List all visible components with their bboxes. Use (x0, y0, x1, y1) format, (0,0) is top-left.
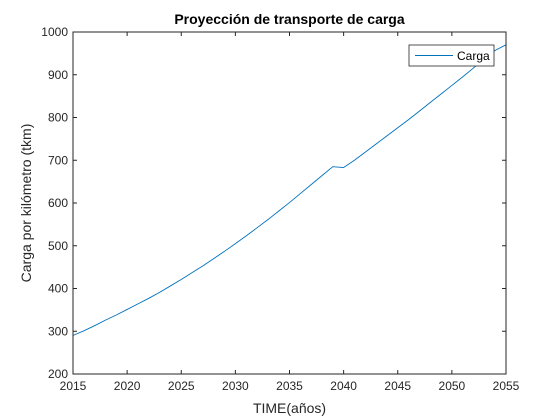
x-tick-label: 2030 (222, 379, 249, 393)
x-tick-label: 2050 (439, 379, 466, 393)
legend: Carga (409, 45, 494, 66)
y-tick-label: 800 (48, 111, 68, 125)
x-tick-label: 2035 (276, 379, 303, 393)
x-tick-label: 2020 (114, 379, 141, 393)
x-axis-label: TIME(años) (253, 400, 326, 416)
y-tick-label: 400 (48, 282, 68, 296)
y-tick-label: 500 (48, 239, 68, 253)
x-tick-label: 2025 (168, 379, 195, 393)
x-tick-label: 2015 (60, 379, 87, 393)
legend-label: Carga (457, 49, 490, 63)
y-tick-label: 200 (48, 367, 68, 381)
y-tick-label: 300 (48, 324, 68, 338)
x-tick-label: 2045 (384, 379, 411, 393)
y-tick-label: 900 (48, 68, 68, 82)
chart-title: Proyección de transporte de carga (174, 11, 405, 27)
x-tick-label: 2055 (493, 379, 520, 393)
y-tick-label: 700 (48, 153, 68, 167)
y-tick-label: 1000 (41, 25, 68, 39)
y-axis-label: Carga por kilómetro (tkm) (18, 124, 34, 283)
y-tick-label: 600 (48, 196, 68, 210)
x-tick-label: 2040 (330, 379, 357, 393)
